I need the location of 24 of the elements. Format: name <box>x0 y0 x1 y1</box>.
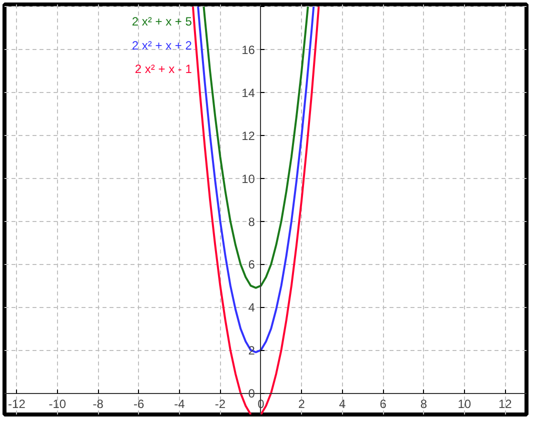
y-tick-label: 10 <box>242 172 256 186</box>
y-tick-label: 8 <box>248 214 256 229</box>
x-tick-label: 12 <box>498 397 512 412</box>
x-tick-label: -10 <box>48 397 66 412</box>
series-label: 2 x² + x - 1 <box>134 62 192 76</box>
x-tick-label: 4 <box>338 397 346 412</box>
series-label: 2 x² + x + 5 <box>132 14 192 29</box>
x-tick-label: 10 <box>458 397 472 412</box>
x-tick-label: -6 <box>133 397 144 412</box>
y-tick-label: 16 <box>242 43 256 58</box>
line-series <box>197 6 315 354</box>
x-tick-label: -2 <box>214 397 226 412</box>
x-tick-label: -12 <box>8 397 26 412</box>
x-tick-label: -8 <box>92 397 104 412</box>
y-tick-label: 6 <box>248 258 256 272</box>
x-tick-label: 6 <box>380 397 387 412</box>
line-series <box>202 6 309 289</box>
series-label: 2 x² + x + 2 <box>132 38 192 52</box>
y-tick-label: 4 <box>248 300 256 315</box>
x-tick-label: -4 <box>174 397 186 412</box>
y-tick-label: 14 <box>242 86 256 100</box>
y-tick-label: 12 <box>242 128 256 143</box>
x-tick-label: 2 <box>298 397 306 412</box>
x-tick-label: 8 <box>420 397 428 412</box>
